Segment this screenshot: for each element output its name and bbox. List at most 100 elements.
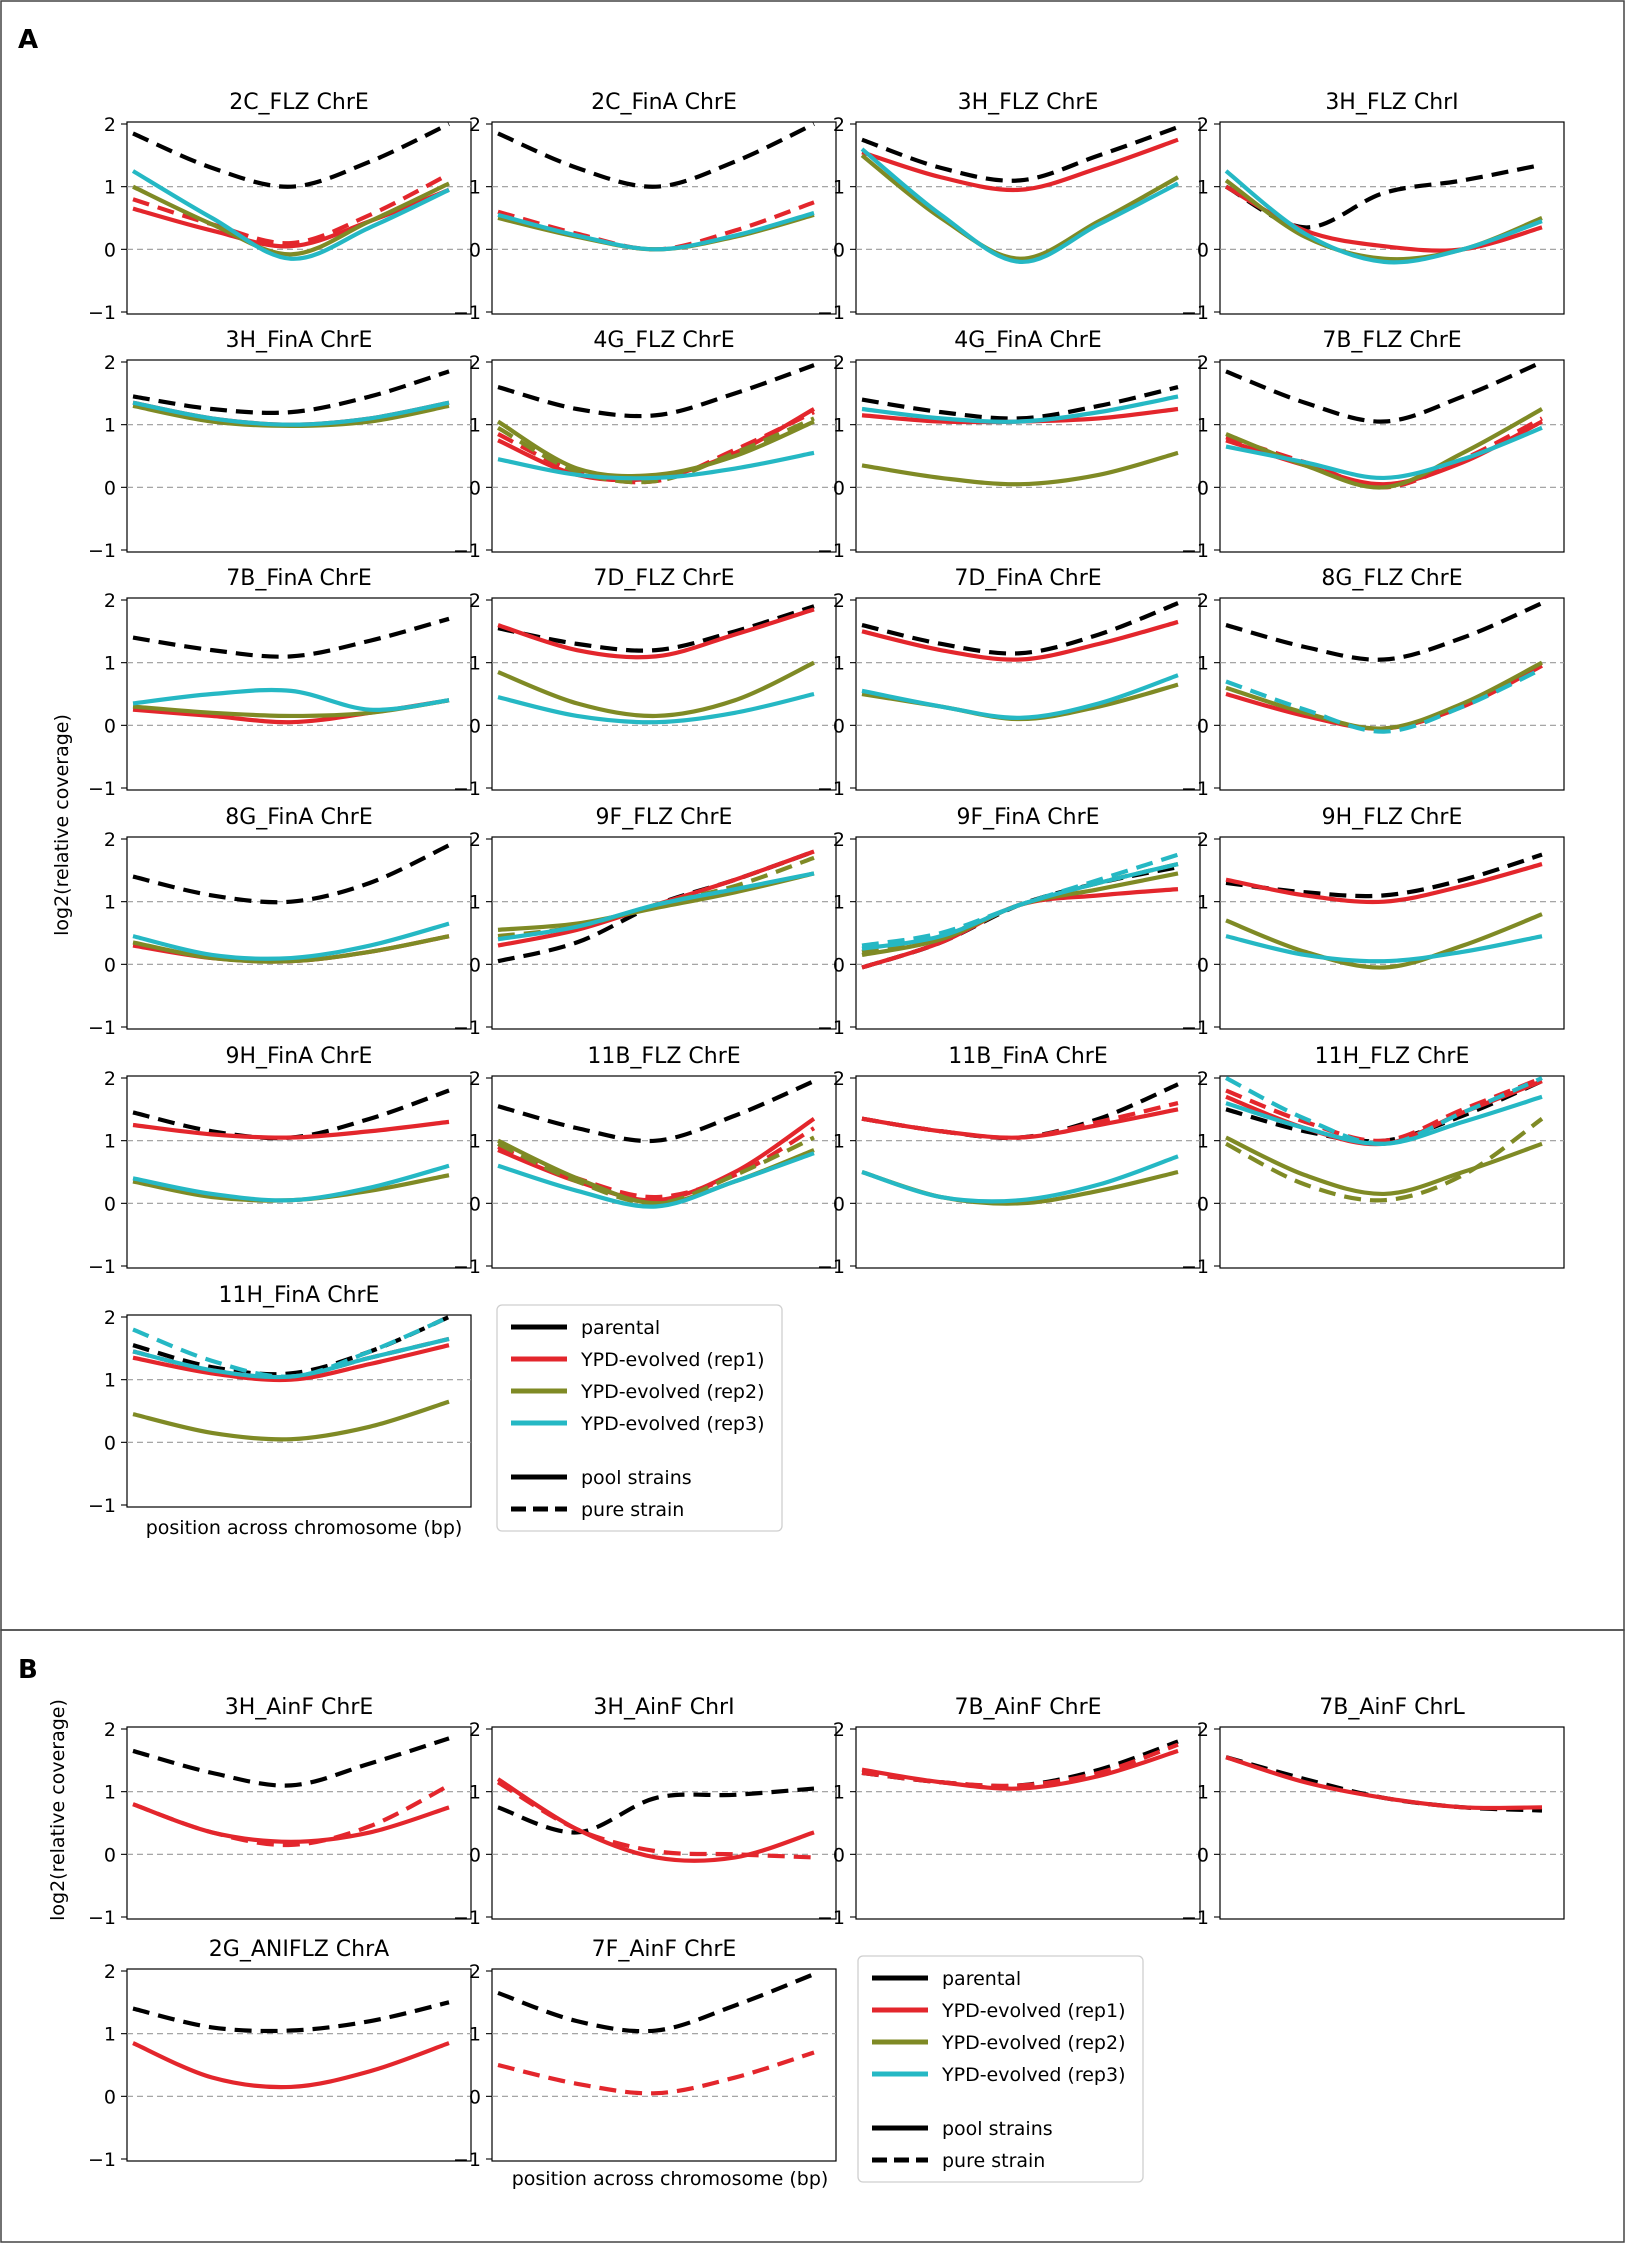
plot-frame <box>126 1075 472 1269</box>
y-tick-label: −1 <box>88 2149 116 2171</box>
series-line-rep3-solid <box>861 673 1179 720</box>
y-tick-label: 0 <box>104 1432 116 1454</box>
series-line-parental-dashed <box>861 385 1179 421</box>
chart-7d-flz-chre: −1 0 1 2 7D_FLZ ChrE <box>453 566 837 800</box>
y-tick-label: 1 <box>833 415 845 437</box>
series-line-rep1-solid <box>861 619 1179 662</box>
plot-frame <box>855 359 1201 553</box>
series-line-parental-dashed <box>132 1736 450 1788</box>
series-line-rep1-dashed <box>132 1783 450 1848</box>
chart-7b-ainf-chre: −1 0 1 2 7B_AinF ChrE <box>817 1695 1201 1929</box>
y-axis: −1 0 1 2 <box>88 1068 127 1278</box>
y-tick-label: 1 <box>469 1782 481 1804</box>
series-line-rep2-solid <box>860 153 1180 261</box>
plot-frame <box>491 1968 837 2162</box>
y-tick-label: 0 <box>104 1193 116 1215</box>
series-line-rep1-dashed <box>861 1742 1179 1788</box>
series-line-rep1-solid <box>497 607 815 660</box>
y-tick-label: 0 <box>104 954 116 976</box>
y-tick-label: 0 <box>833 477 845 499</box>
y-axis: −1 0 1 2 <box>817 1068 856 1278</box>
series-line-rep2-dashed <box>496 416 815 485</box>
chart-title: 9H_FinA ChrE <box>226 1044 373 1069</box>
legend-label-rep2: YPD-evolved (rep2) <box>580 1381 764 1403</box>
y-tick-label: −1 <box>453 540 481 562</box>
y-tick-label: 2 <box>469 352 481 374</box>
series-line-parental-dashed <box>861 125 1179 183</box>
chart-11h-flz-chre: −1 0 1 2 11H_FLZ ChrE <box>1181 1044 1565 1278</box>
chart-3h-ainf-chre: −1 0 1 2 3H_AinF ChrE <box>88 1695 472 1929</box>
series-line-rep2-solid <box>132 181 450 257</box>
y-tick-label: −1 <box>1181 1017 1209 1039</box>
y-axis: −1 0 1 2 <box>817 114 856 324</box>
plot-frame <box>855 1726 1201 1920</box>
y-tick-label: 1 <box>833 177 845 199</box>
legend-label-solid: pool strains <box>942 2118 1053 2140</box>
y-tick-label: 2 <box>469 590 481 612</box>
chart-title: 2C_FinA ChrE <box>591 90 737 115</box>
y-tick-label: 1 <box>1197 1131 1209 1153</box>
y-axis: −1 0 1 2 <box>88 352 127 562</box>
y-axis: −1 0 1 2 <box>453 1068 492 1278</box>
chart-3h-flz-chre: −1 0 1 2 3H_FLZ ChrE <box>817 90 1201 324</box>
chart-grid: −1 0 1 2 2C_FLZ ChrE −1 0 1 2 2C_FinA ChrE −1 0 1 2 3H… <box>88 90 1565 2171</box>
series-line-rep3-solid <box>497 210 815 252</box>
chart-4g-fina-chre: −1 0 1 2 4G_FinA ChrE <box>817 328 1201 562</box>
y-tick-label: 2 <box>1197 829 1209 851</box>
chart-title: 9H_FLZ ChrE <box>1322 805 1463 830</box>
y-axis: −1 0 1 2 <box>453 829 492 1039</box>
y-tick-label: 0 <box>469 715 481 737</box>
legend-label-dashed: pure strain <box>581 1499 684 1521</box>
series-line-parental-dashed <box>132 1315 450 1377</box>
y-tick-label: 1 <box>469 2024 481 2046</box>
y-tick-label: 1 <box>469 892 481 914</box>
y-tick-label: −1 <box>817 302 845 324</box>
y-tick-label: −1 <box>817 540 845 562</box>
y-tick-label: 0 <box>833 954 845 976</box>
y-tick-label: 0 <box>104 239 116 261</box>
plot-frame <box>855 836 1201 1030</box>
legend-panel-b: parental YPD-evolved (rep1) YPD-evolved (r… <box>857 1955 1144 2183</box>
plot-frame <box>126 121 472 315</box>
y-axis: −1 0 1 2 <box>453 114 492 324</box>
series-line-parental-dashed <box>132 369 450 415</box>
y-tick-label: 1 <box>104 892 116 914</box>
panel-a-ylabel: log2(relative coverage) <box>51 714 73 936</box>
chart-7b-fina-chre: −1 0 1 2 7B_FinA ChrE <box>88 566 472 800</box>
legend-label-solid: pool strains <box>581 1467 692 1489</box>
y-tick-label: 1 <box>104 177 116 199</box>
series-line-rep1-solid <box>1225 1755 1543 1811</box>
y-tick-label: −1 <box>453 1907 481 1929</box>
y-tick-label: −1 <box>88 1495 116 1517</box>
legend-label-parental: parental <box>942 1968 1021 1990</box>
plot-frame <box>1219 836 1565 1030</box>
chart-7f-ainf-chre: −1 0 1 2 7F_AinF ChrE <box>453 1937 837 2171</box>
y-tick-label: −1 <box>88 302 116 324</box>
y-axis: −1 0 1 2 <box>1181 1719 1220 1929</box>
y-tick-label: 0 <box>1197 715 1209 737</box>
panel-a-xlabel: position across chromosome (bp) <box>146 1517 463 1539</box>
y-tick-label: 1 <box>104 653 116 675</box>
series-line-rep3-solid <box>497 450 815 481</box>
y-tick-label: 2 <box>104 1068 116 1090</box>
series-line-rep3-solid <box>132 921 450 961</box>
y-tick-label: −1 <box>1181 1256 1209 1278</box>
plot-frame <box>1219 597 1565 791</box>
chart-title: 9F_FinA ChrE <box>956 805 1099 830</box>
y-tick-label: 0 <box>104 1844 116 1866</box>
series-line-rep2-solid <box>1225 912 1543 970</box>
chart-title: 9F_FLZ ChrE <box>596 805 733 830</box>
y-tick-label: 1 <box>469 653 481 675</box>
y-tick-label: 2 <box>1197 590 1209 612</box>
chart-title: 3H_AinF ChrE <box>225 1695 374 1720</box>
y-tick-label: 2 <box>833 114 845 136</box>
series-line-rep2-solid <box>132 934 450 964</box>
y-tick-label: 1 <box>469 177 481 199</box>
chart-title: 7B_AinF ChrE <box>954 1695 1101 1720</box>
y-tick-label: 1 <box>104 415 116 437</box>
y-tick-label: 0 <box>833 1193 845 1215</box>
chart-2g-aniflz-chra: −1 0 1 2 2G_ANIFLZ ChrA <box>88 1937 472 2171</box>
panel-a-letter: A <box>18 25 38 55</box>
y-tick-label: −1 <box>88 1256 116 1278</box>
series-line-parental-dashed <box>1225 601 1543 662</box>
